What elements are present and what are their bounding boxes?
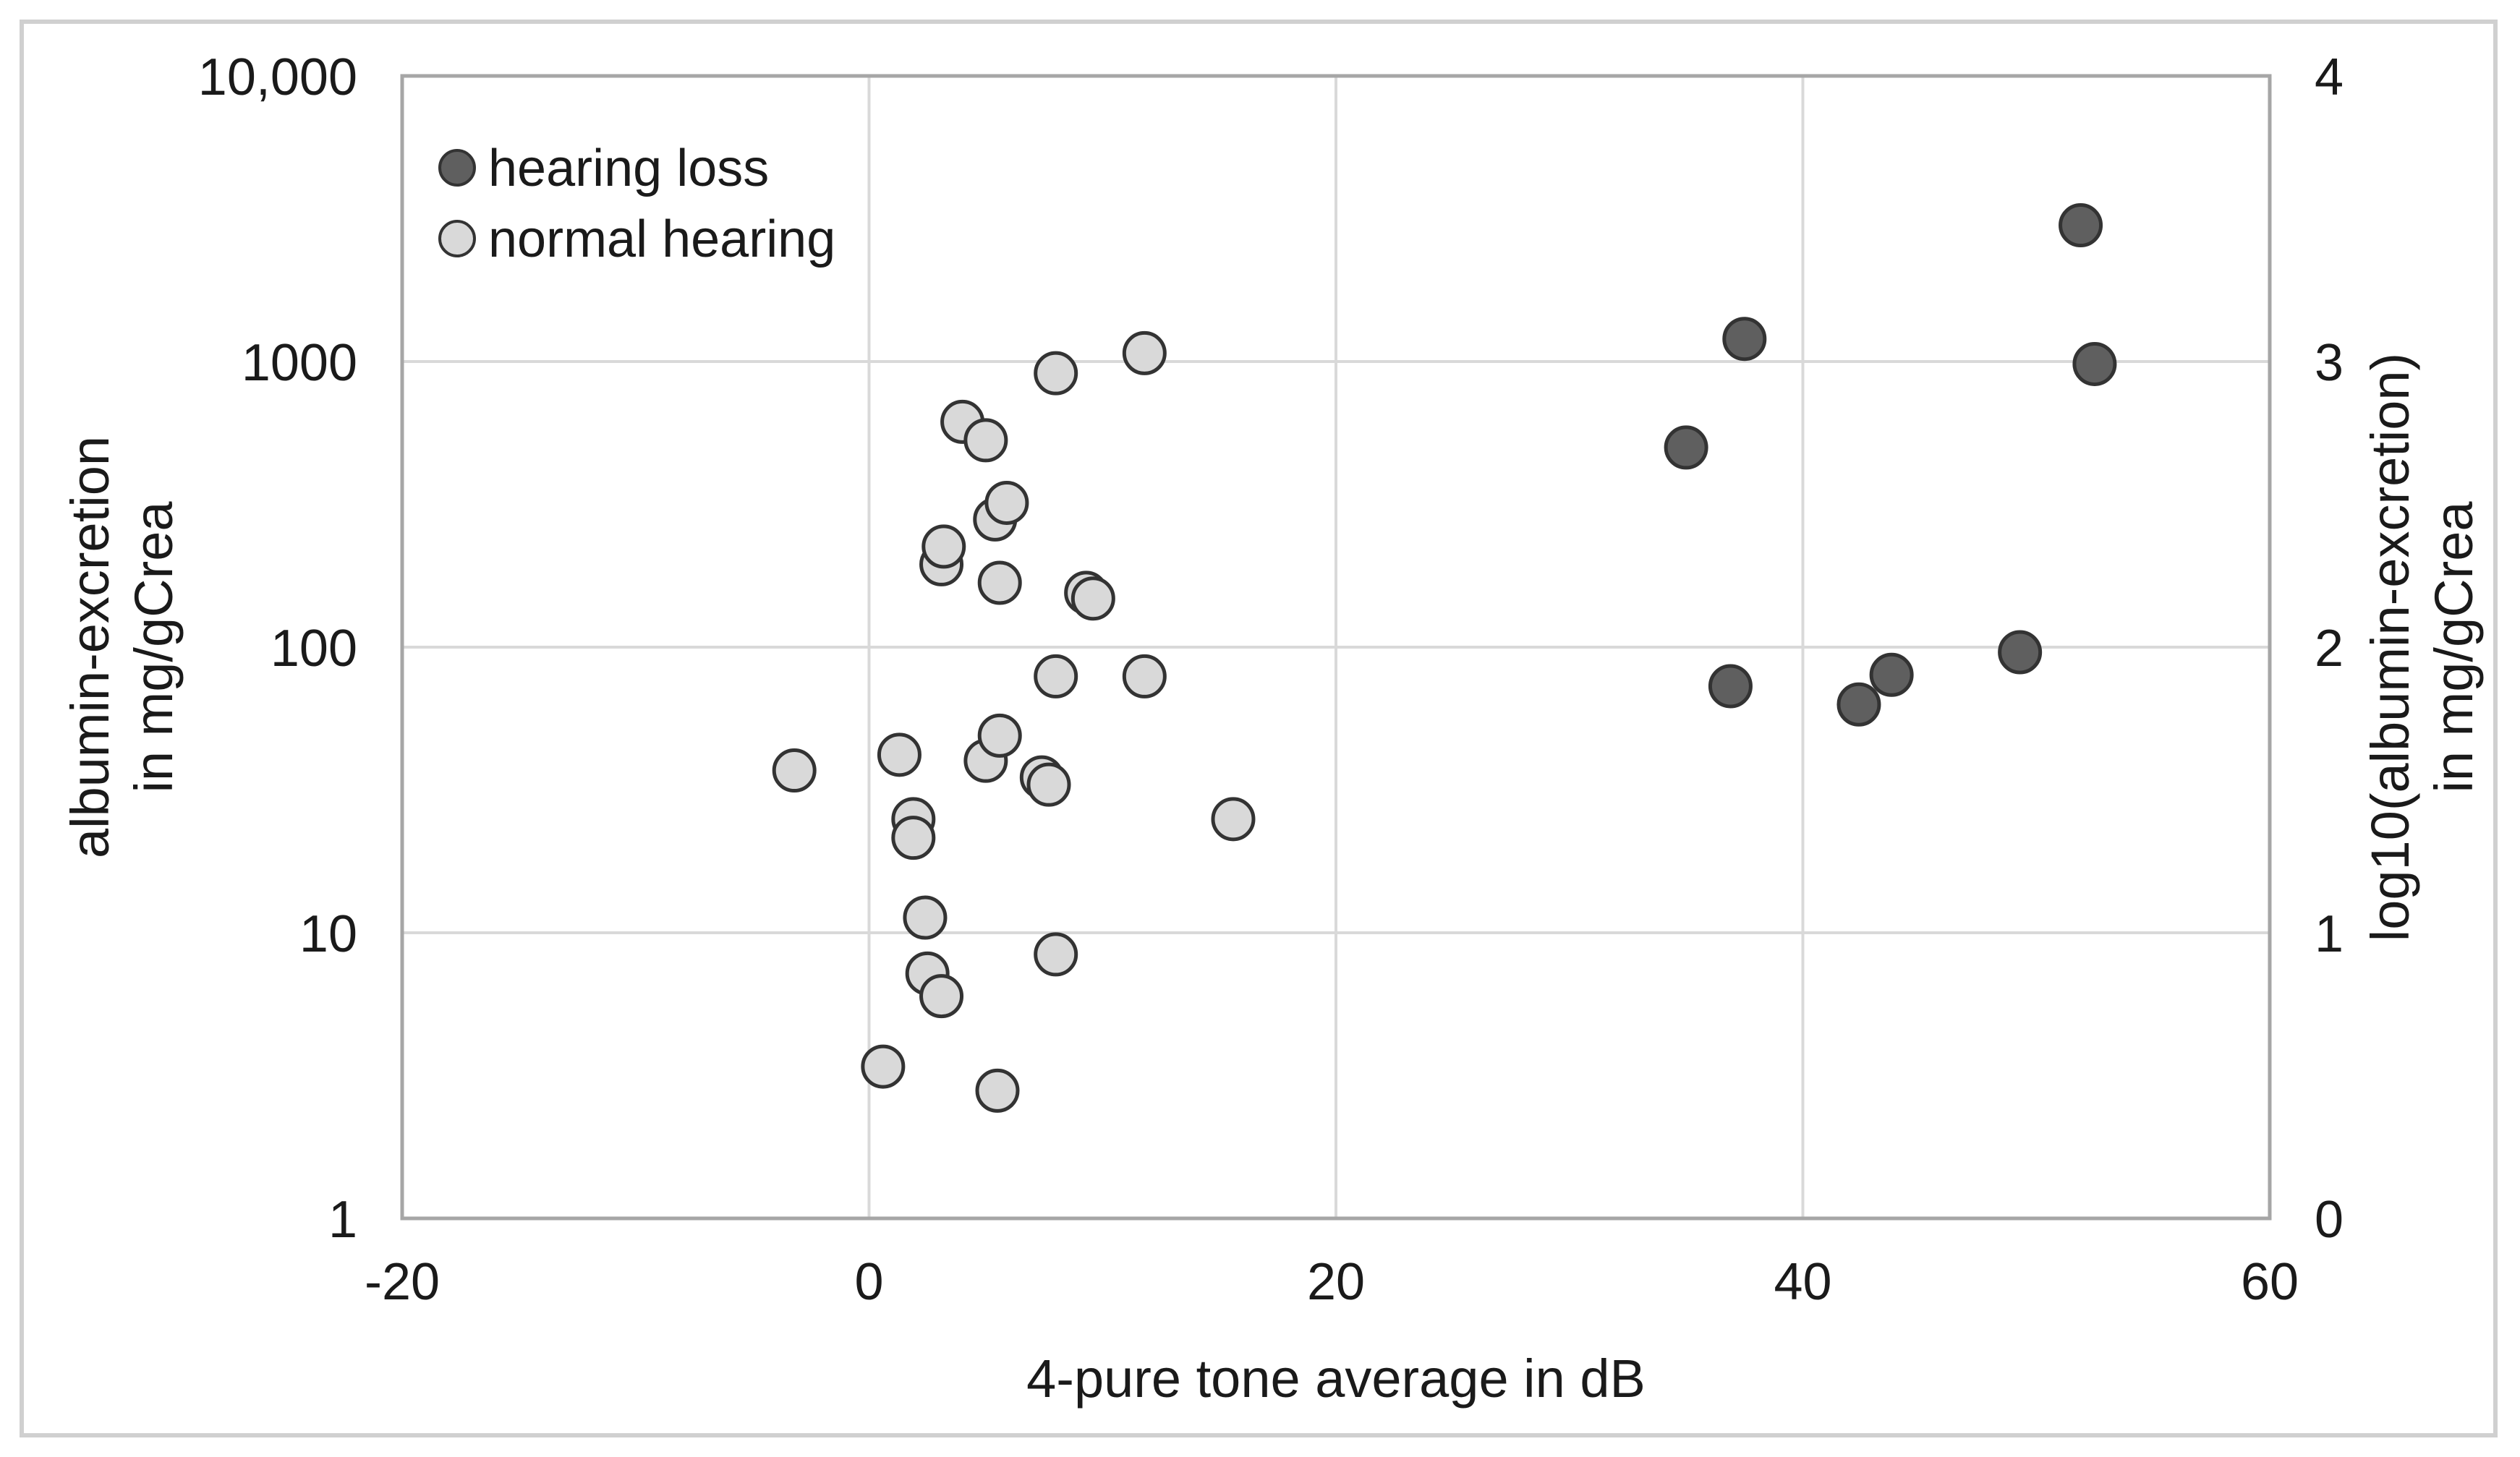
x-tick-label: 60	[2241, 1253, 2299, 1311]
legend: hearing loss normal hearing	[438, 140, 835, 268]
point-normal-hearing	[903, 895, 948, 940]
point-normal-hearing	[1211, 797, 1256, 842]
legend-label-hearing-loss: hearing loss	[488, 140, 769, 197]
y-right-axis-title: log10(albumin-excretion) in mg/gCrea	[2360, 353, 2484, 941]
figure-frame	[20, 20, 2498, 1437]
y-left-axis-title-line-1: albumin-excretion	[60, 436, 120, 858]
y-left-tick-label: 1000	[242, 334, 357, 392]
point-hearing-loss	[2072, 341, 2117, 386]
x-tick-label: -20	[365, 1253, 440, 1311]
point-normal-hearing	[891, 816, 936, 860]
y-left-tick-label: 10,000	[198, 48, 357, 106]
y-left-tick-label: 1	[328, 1191, 357, 1249]
point-normal-hearing	[1122, 330, 1167, 375]
x-axis-ticks: -20 0 20 40 60	[365, 1253, 2299, 1311]
point-normal-hearing	[984, 480, 1029, 525]
legend-marker-normal-hearing	[438, 220, 476, 257]
point-hearing-loss	[2059, 203, 2103, 248]
x-tick-label: 0	[854, 1253, 883, 1311]
legend-label-normal-hearing: normal hearing	[488, 210, 835, 268]
y-right-axis-ticks: 0 1 2 3 4	[2315, 48, 2344, 1249]
point-normal-hearing	[1034, 351, 1078, 396]
y-left-axis-title-line-2: in mg/gCrea	[124, 501, 184, 793]
point-normal-hearing	[963, 418, 1008, 463]
point-normal-hearing	[1034, 654, 1078, 698]
legend-marker-hearing-loss	[438, 149, 476, 187]
y-right-tick-label: 2	[2315, 620, 2344, 678]
y-right-tick-label: 3	[2315, 334, 2344, 392]
point-normal-hearing	[1026, 762, 1071, 807]
y-left-tick-label: 100	[271, 620, 357, 678]
point-normal-hearing	[877, 732, 921, 777]
y-right-axis-title-line-2: in mg/gCrea	[2424, 501, 2484, 793]
point-normal-hearing	[1122, 654, 1167, 698]
point-normal-hearing	[1034, 932, 1078, 977]
point-normal-hearing	[921, 524, 966, 569]
y-right-tick-label: 4	[2315, 48, 2344, 106]
point-hearing-loss	[1836, 682, 1881, 727]
y-left-axis-title: albumin-excretion in mg/gCrea	[60, 436, 184, 858]
point-hearing-loss	[1998, 630, 2043, 675]
point-hearing-loss	[1869, 652, 1914, 697]
y-left-axis-ticks: 1 10 100 1000 10,000	[198, 48, 357, 1249]
point-normal-hearing	[977, 560, 1022, 605]
point-hearing-loss	[1708, 664, 1753, 709]
x-tick-label: 20	[1307, 1253, 1365, 1311]
point-normal-hearing	[861, 1044, 906, 1089]
point-hearing-loss	[1664, 425, 1708, 470]
y-left-tick-label: 10	[299, 905, 357, 963]
point-normal-hearing	[919, 974, 964, 1019]
x-tick-label: 40	[1774, 1253, 1831, 1311]
data-points	[772, 203, 2117, 1113]
y-right-axis-title-line-1: log10(albumin-excretion)	[2360, 353, 2420, 941]
point-normal-hearing	[772, 748, 817, 793]
point-normal-hearing	[975, 1068, 1020, 1113]
x-axis-title: 4-pure tone average in dB	[1026, 1349, 1646, 1409]
y-right-tick-label: 0	[2315, 1191, 2344, 1249]
y-right-tick-label: 1	[2315, 905, 2344, 963]
point-hearing-loss	[1722, 317, 1767, 362]
point-normal-hearing	[977, 713, 1022, 758]
plot-area-frame	[400, 74, 2272, 1221]
point-normal-hearing	[1070, 576, 1115, 621]
